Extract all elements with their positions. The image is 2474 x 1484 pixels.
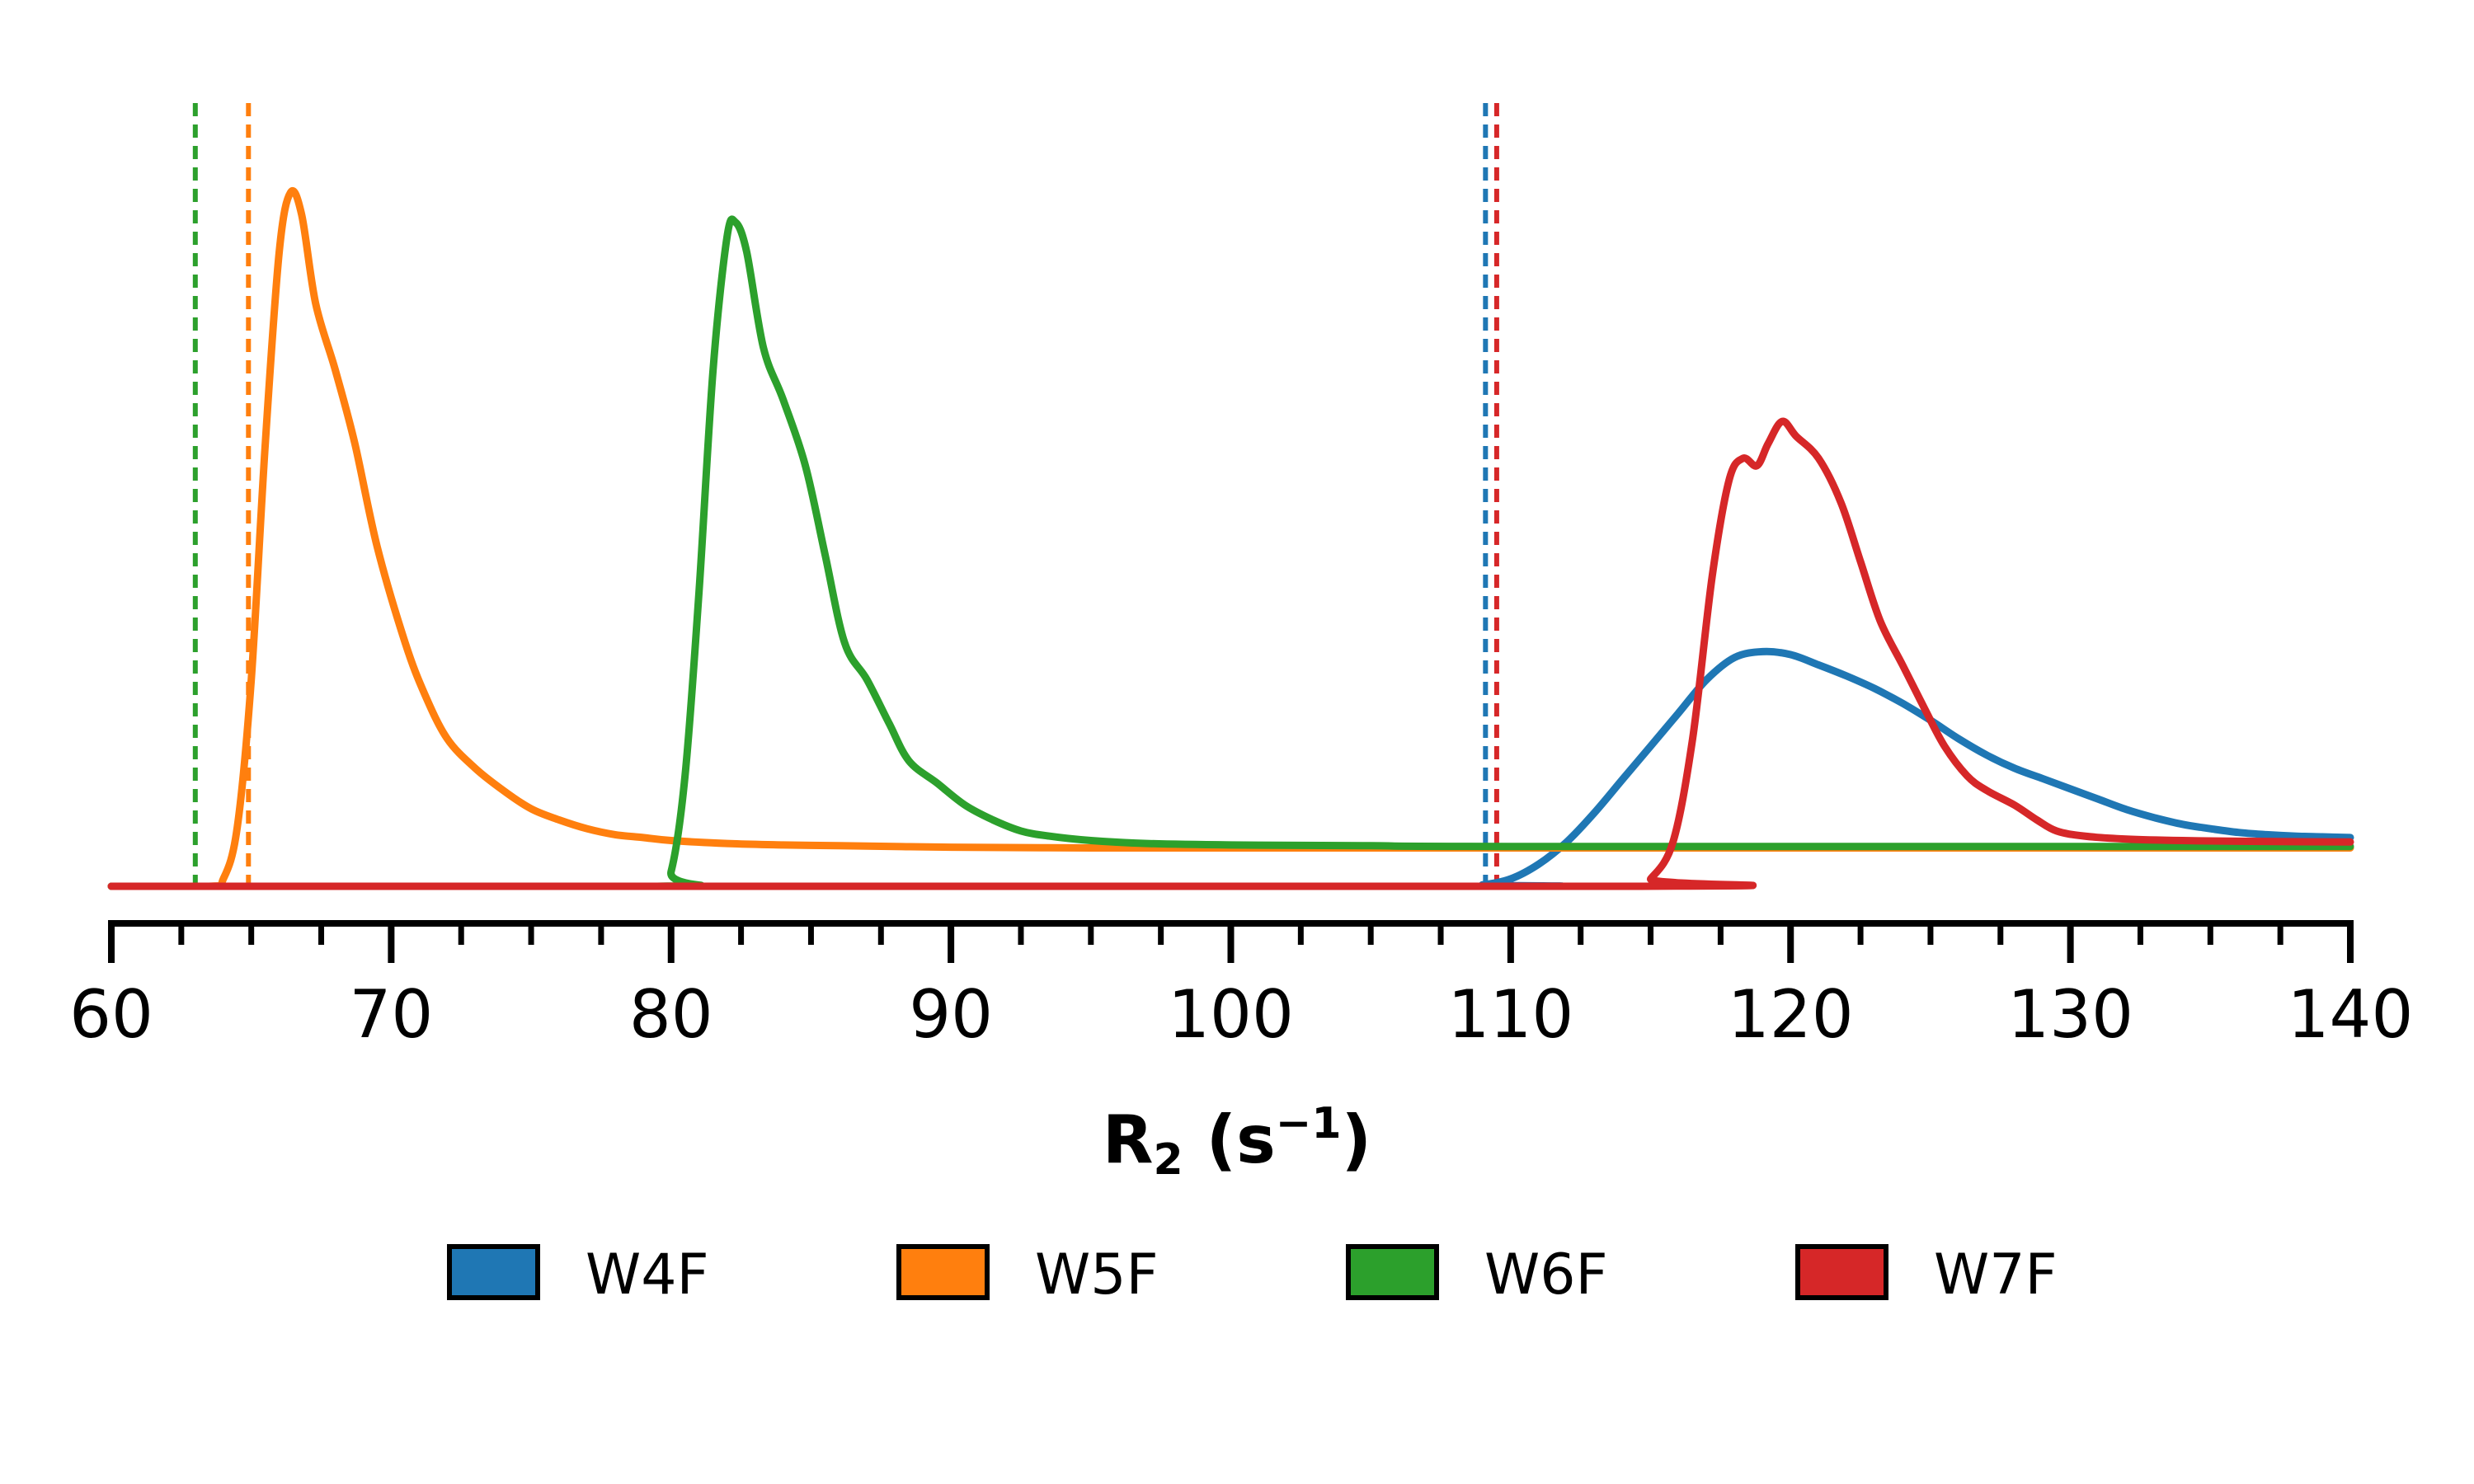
legend-swatch-w4f (447, 1244, 540, 1300)
x-tick-label: 70 (349, 976, 433, 1053)
legend-swatch-w5f (896, 1244, 990, 1300)
x-major-ticks (108, 923, 2354, 963)
legend-label-w7f: W7F (1934, 1242, 2058, 1308)
x-axis-title-open: (s (1183, 1101, 1276, 1178)
x-tick-labels: 60 70 80 90 100 110 120 130 140 (69, 976, 2413, 1053)
legend-label-w5f: W5F (1035, 1242, 1159, 1308)
density-curve-w7f (107, 417, 2354, 890)
density-curves (107, 187, 2354, 890)
x-tick-label: 80 (629, 976, 713, 1053)
reference-lines (192, 103, 1499, 889)
x-tick-label: 140 (2288, 976, 2414, 1053)
x-axis-title: R2 (s−1) (1103, 1099, 1371, 1185)
x-tick-label: 90 (909, 976, 993, 1053)
x-tick-label: 100 (1168, 976, 1294, 1053)
density-curve-w6f (107, 215, 2354, 890)
x-minor-ticks (178, 923, 2284, 945)
x-axis-title-close: ) (1342, 1101, 1372, 1178)
legend-swatch-w7f (1795, 1244, 1888, 1300)
x-tick-label: 60 (69, 976, 153, 1053)
density-curve-w5f (107, 187, 2354, 890)
x-axis: 60 70 80 90 100 110 120 130 140 (69, 920, 2413, 1053)
x-axis-title-base: R (1103, 1101, 1154, 1178)
x-axis-title-superscript: −1 (1276, 1099, 1342, 1148)
x-tick-label: 120 (1728, 976, 1854, 1053)
x-tick-label: 110 (1448, 976, 1574, 1053)
legend-swatch-w6f (1346, 1244, 1439, 1300)
legend-label-w4f: W4F (586, 1242, 709, 1308)
legend-label-w6f: W6F (1484, 1242, 1608, 1308)
x-axis-title-subscript: 2 (1154, 1135, 1183, 1185)
x-tick-label: 130 (2007, 976, 2133, 1053)
legend: W4F W5F W6F W7F (447, 1242, 2058, 1308)
